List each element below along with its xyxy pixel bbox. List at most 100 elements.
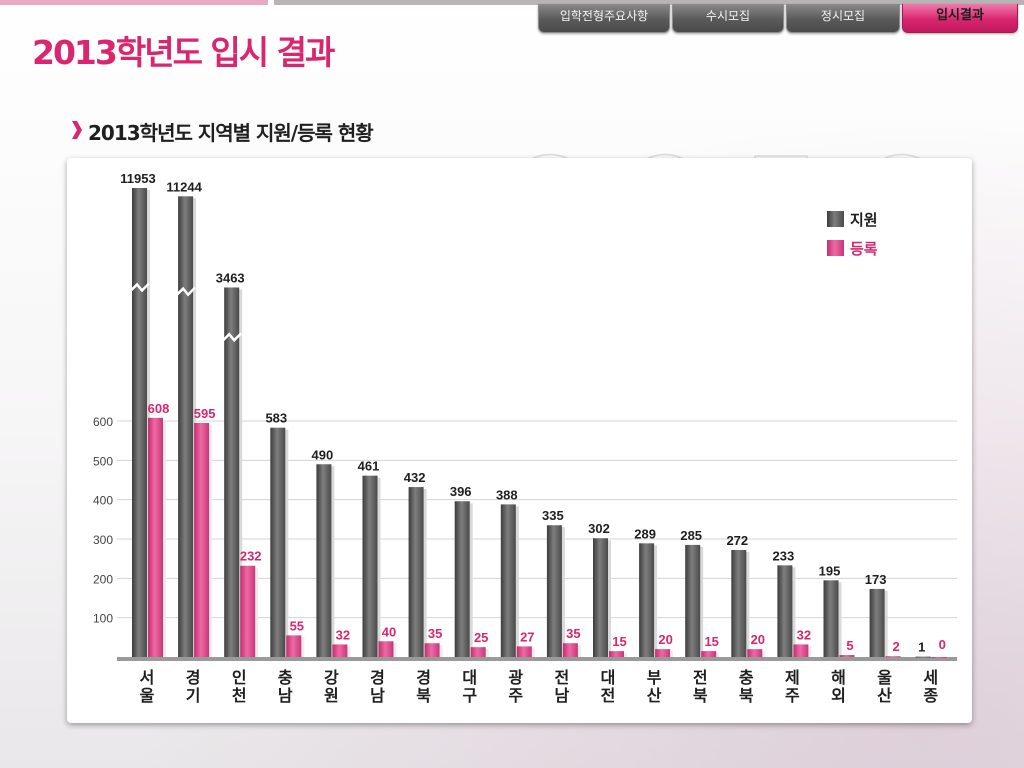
applied-bar (132, 188, 147, 657)
category-label: 충 (739, 669, 754, 687)
category-label: 울 (140, 687, 155, 705)
category-label: 산 (877, 687, 892, 705)
category-label: 남 (278, 687, 293, 705)
applied-value-label: 583 (265, 411, 287, 426)
category-label: 종 (923, 687, 938, 705)
enrolled-bar (701, 651, 717, 657)
category-label: 전 (693, 669, 708, 687)
applied-value-label: 272 (726, 533, 748, 548)
category-label: 전 (601, 687, 616, 705)
category-label: 인 (232, 669, 247, 687)
enrolled-bar (332, 644, 348, 657)
category-label: 남 (555, 687, 570, 705)
axis-break-mark (221, 332, 243, 343)
bar-chart: 10020030040050060011953608서울11244595경기34… (93, 171, 957, 705)
category-label: 주 (785, 687, 800, 705)
top-divider-line (274, 0, 1024, 5)
chevron-right-icon (72, 121, 82, 139)
applied-bar (869, 588, 885, 657)
tab-admission-overview[interactable]: 입학전형주요사항 (538, 4, 670, 33)
enrolled-bar (931, 657, 947, 658)
enrolled-value-label: 40 (382, 624, 396, 639)
applied-value-label: 461 (358, 459, 380, 474)
applied-value-label: 11953 (120, 171, 155, 186)
applied-bar (823, 580, 839, 657)
legend-label-applied: 지원 (850, 212, 878, 229)
enrolled-bar (747, 649, 763, 657)
applied-bar (178, 196, 194, 657)
applied-bar (546, 525, 562, 657)
category-label: 해 (831, 669, 846, 687)
category-label: 경 (370, 669, 385, 687)
axis-break-mark (129, 282, 150, 293)
enrolled-value-label: 2 (892, 639, 899, 654)
enrolled-value-label: 608 (148, 401, 170, 416)
enrolled-bar (470, 647, 486, 657)
category-label: 충 (278, 669, 293, 687)
category-label: 서 (140, 669, 155, 687)
enrolled-bar (286, 635, 302, 657)
applied-value-label: 1 (918, 640, 925, 655)
enrolled-bar (194, 422, 210, 657)
legend-label-enrolled: 등록 (850, 241, 878, 258)
legend-swatch-applied (827, 211, 844, 227)
applied-bar (777, 565, 793, 657)
category-label: 주 (508, 687, 523, 705)
applied-value-label: 233 (773, 548, 795, 563)
applied-value-label: 285 (680, 528, 702, 543)
category-label: 울 (877, 669, 892, 687)
applied-bar (639, 543, 655, 657)
category-label: 강 (324, 669, 339, 687)
applied-bar (270, 427, 286, 657)
y-tick-label: 600 (93, 415, 113, 429)
applied-value-label: 432 (404, 470, 426, 485)
category-label: 세 (923, 669, 938, 687)
applied-bar (362, 475, 378, 657)
enrolled-value-label: 55 (290, 618, 304, 633)
enrolled-value-label: 20 (751, 632, 765, 647)
category-label: 전 (555, 669, 570, 687)
enrolled-value-label: 20 (658, 632, 672, 647)
applied-value-label: 173 (865, 572, 887, 587)
applied-bar (593, 538, 608, 657)
page-title: 2013학년도 입시 결과 (32, 33, 335, 72)
enrolled-bar (839, 655, 855, 657)
category-label: 천 (232, 687, 247, 705)
category-label: 경 (416, 669, 431, 687)
enrolled-bar (516, 646, 532, 657)
applied-bar (685, 544, 701, 657)
top-tab-bar: 입학전형주요사항 수시모집 정시모집 입시결과 (538, 4, 1018, 34)
y-tick-label: 100 (93, 612, 113, 626)
section-title: 2013학년도 지역별 지원/등록 현황 (88, 121, 374, 145)
legend-swatch-enrolled (827, 240, 844, 256)
y-tick-label: 300 (93, 533, 113, 547)
applied-value-label: 289 (634, 526, 656, 541)
category-label: 산 (647, 687, 662, 705)
tab-early-admission[interactable]: 수시모집 (672, 4, 784, 33)
enrolled-value-label: 27 (520, 629, 534, 644)
enrolled-value-label: 32 (336, 627, 350, 642)
top-accent-line (0, 0, 268, 5)
applied-value-label: 396 (450, 484, 472, 499)
enrolled-value-label: 15 (612, 634, 626, 649)
category-label: 경 (186, 669, 201, 687)
tab-regular-admission[interactable]: 정시모집 (786, 4, 900, 33)
applied-value-label: 335 (542, 508, 564, 523)
applied-value-label: 195 (819, 563, 841, 578)
applied-value-label: 490 (312, 447, 334, 462)
x-axis-line (117, 657, 957, 661)
y-tick-label: 500 (93, 454, 113, 468)
enrolled-value-label: 595 (194, 406, 216, 421)
enrolled-value-label: 5 (846, 638, 853, 653)
applied-value-label: 388 (496, 487, 518, 502)
enrolled-bar (148, 417, 163, 657)
category-label: 북 (693, 687, 708, 705)
tab-admission-results[interactable]: 입시결과 (902, 4, 1018, 33)
enrolled-bar (609, 651, 624, 657)
enrolled-bar (885, 656, 901, 658)
enrolled-value-label: 0 (939, 637, 946, 652)
y-tick-label: 400 (93, 494, 113, 508)
enrolled-value-label: 35 (566, 626, 580, 641)
category-label: 남 (370, 687, 385, 705)
category-label: 부 (647, 669, 662, 687)
